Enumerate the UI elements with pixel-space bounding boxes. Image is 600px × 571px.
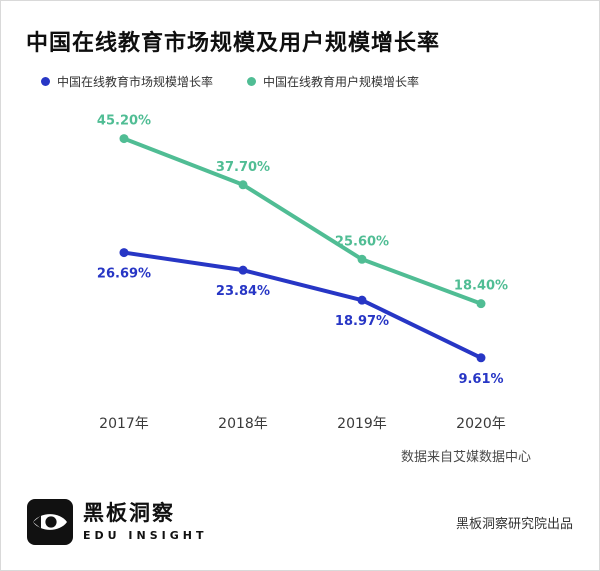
- data-label: 45.20%: [97, 114, 151, 129]
- data-label: 9.61%: [458, 372, 503, 387]
- eye-logo-icon: [27, 499, 73, 545]
- data-point-marker: [357, 254, 367, 264]
- growth-line-chart: 26.69% 23.84% 18.97% 9.61% 45.20% 37.70% 25.60…: [97, 114, 508, 432]
- x-axis-label: 2017年: [99, 416, 149, 432]
- brand-logo: 黑板洞察 EDU INSIGHT: [27, 499, 207, 545]
- data-label: 18.40%: [454, 279, 508, 294]
- x-axis-label: 2020年: [456, 416, 506, 432]
- legend-label-market: 中国在线教育市场规模增长率: [57, 75, 214, 89]
- data-point-marker: [476, 299, 486, 309]
- page-title: 中国在线教育市场规模及用户规模增长率: [26, 31, 441, 56]
- legend-dot-market-icon: [41, 77, 50, 86]
- data-point-marker: [238, 265, 248, 275]
- data-label: 25.60%: [335, 234, 389, 249]
- brand-text: 黑板洞察 EDU INSIGHT: [83, 501, 208, 542]
- footer-credit: 黑板洞察研究院出品: [455, 516, 573, 532]
- data-point-marker: [357, 295, 367, 305]
- data-label: 26.69%: [97, 267, 151, 282]
- data-label: 23.84%: [216, 284, 270, 299]
- data-point-marker: [119, 248, 129, 258]
- series-line: [122, 250, 483, 360]
- data-label: 18.97%: [335, 314, 389, 329]
- x-axis-label: 2019年: [337, 416, 387, 432]
- legend-item-users: 中国在线教育用户规模增长率: [247, 73, 419, 90]
- data-label: 37.70%: [216, 160, 270, 175]
- data-point-marker: [119, 134, 129, 144]
- series-line: [122, 136, 483, 306]
- brand-name: 黑板洞察: [83, 501, 175, 526]
- x-axis-label: 2018年: [218, 416, 268, 432]
- source-note: 数据来自艾媒数据中心: [400, 450, 531, 465]
- brand-subtitle: EDU INSIGHT: [83, 528, 208, 542]
- footer: 黑板洞察 EDU INSIGHT 黑板洞察研究院出品: [1, 499, 599, 545]
- legend-item-market: 中国在线教育市场规模增长率: [41, 73, 213, 90]
- legend-dot-users-icon: [247, 77, 257, 86]
- legend: 中国在线教育市场规模增长率 中国在线教育用户规模增长率: [1, 73, 599, 90]
- legend-label-users: 中国在线教育用户规模增长率: [263, 75, 420, 89]
- data-point-marker: [238, 180, 248, 190]
- data-point-marker: [476, 353, 486, 363]
